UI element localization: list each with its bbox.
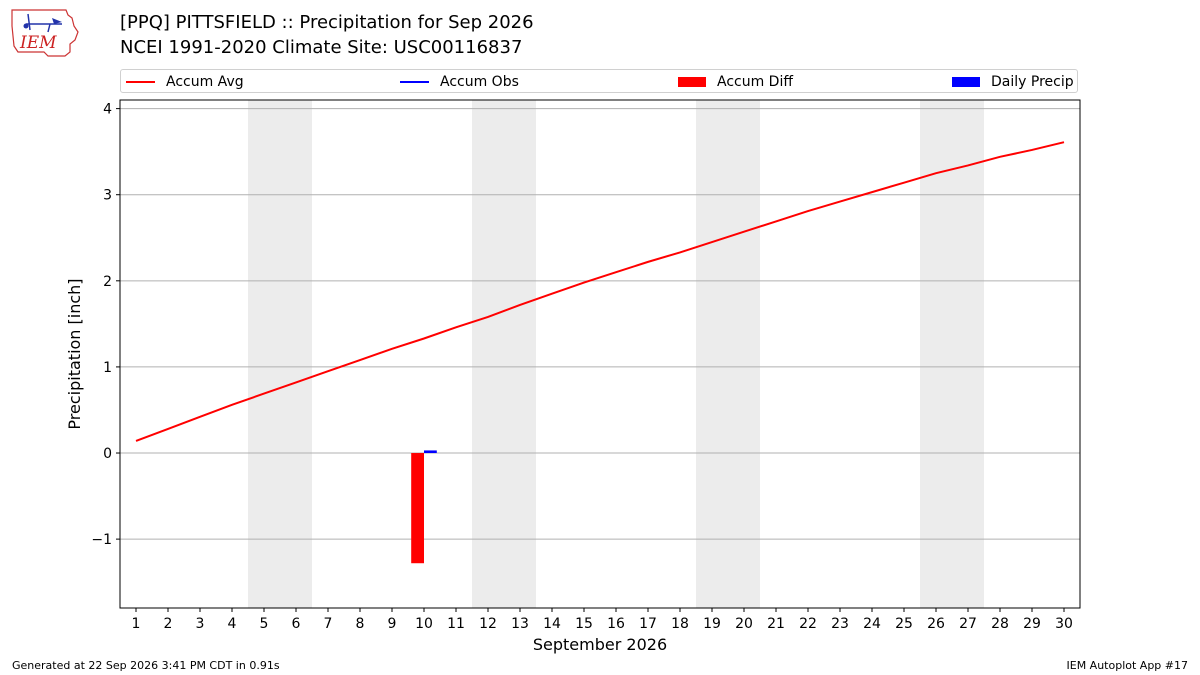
legend-item-daily-precip: Daily Precip — [952, 73, 1074, 91]
y-axis-label: Precipitation [inch] — [65, 278, 84, 429]
footer-app: IEM Autoplot App #17 — [1066, 659, 1189, 672]
legend-label-daily-precip: Daily Precip — [991, 74, 1074, 90]
footer-generated: Generated at 22 Sep 2026 3:41 PM CDT in … — [12, 659, 280, 672]
x-tick-label: 13 — [511, 616, 529, 632]
y-tick-label: 1 — [103, 360, 112, 376]
x-tick-label: 26 — [927, 616, 945, 632]
plot-frame — [119, 99, 1081, 609]
x-tick-label: 8 — [356, 616, 365, 632]
legend-item-accum-avg: Accum Avg — [126, 73, 244, 91]
x-tick-label: 12 — [479, 616, 497, 632]
x-tick-label: 11 — [447, 616, 465, 632]
x-tick-label: 7 — [324, 616, 333, 632]
x-tick-label: 5 — [260, 616, 269, 632]
x-tick-label: 20 — [735, 616, 753, 632]
x-tick-label: 9 — [388, 616, 397, 632]
x-tick-label: 4 — [228, 616, 237, 632]
daily-precip-bar — [424, 450, 437, 454]
legend-label-accum-avg: Accum Avg — [166, 74, 244, 90]
legend-swatch-accum-diff — [678, 77, 706, 87]
legend-swatch-accum-obs — [400, 81, 429, 83]
x-tick-label: 6 — [292, 616, 301, 632]
x-tick-label: 2 — [164, 616, 173, 632]
y-tick-label: 0 — [103, 446, 112, 462]
legend-swatch-accum-avg — [126, 81, 155, 83]
chart-subtitle: NCEI 1991-2020 Climate Site: USC00116837 — [120, 37, 523, 58]
x-tick-label: 15 — [575, 616, 593, 632]
x-tick-label: 22 — [799, 616, 817, 632]
weekend-band-3 — [696, 100, 760, 608]
weekend-band-4 — [920, 100, 984, 608]
x-tick-label: 19 — [703, 616, 721, 632]
legend-label-accum-obs: Accum Obs — [440, 74, 519, 90]
x-tick-label: 24 — [863, 616, 881, 632]
iem-logo: IEM — [11, 9, 79, 57]
accum-avg-line — [135, 141, 1065, 442]
accum-diff-bar — [411, 453, 424, 564]
legend-swatch-daily-precip — [952, 77, 980, 87]
y-tick-label: −1 — [91, 532, 112, 548]
y-tick-label: 4 — [103, 102, 112, 118]
x-tick-label: 23 — [831, 616, 849, 632]
x-tick-label: 27 — [959, 616, 977, 632]
x-axis-label: September 2026 — [533, 635, 667, 654]
x-tick-label: 29 — [1023, 616, 1041, 632]
chart-legend: Accum Avg Accum Obs Accum Diff Daily Pre… — [120, 69, 1078, 93]
weekend-band-1 — [248, 100, 312, 608]
weekend-band-2 — [472, 100, 536, 608]
x-tick-label: 30 — [1055, 616, 1073, 632]
legend-item-accum-diff: Accum Diff — [678, 73, 793, 91]
x-tick-label: 17 — [639, 616, 657, 632]
x-tick-label: 16 — [607, 616, 625, 632]
y-tick-label: 3 — [103, 188, 112, 204]
x-tick-label: 25 — [895, 616, 913, 632]
y-tick-label: 2 — [103, 274, 112, 290]
chart-title: [PPQ] PITTSFIELD :: Precipitation for Se… — [120, 12, 534, 33]
legend-label-accum-diff: Accum Diff — [717, 74, 794, 90]
x-tick-label: 18 — [671, 616, 689, 632]
x-tick-label: 1 — [132, 616, 141, 632]
legend-item-accum-obs: Accum Obs — [400, 73, 519, 91]
x-tick-label: 14 — [543, 616, 561, 632]
x-tick-label: 10 — [415, 616, 433, 632]
x-tick-label: 28 — [991, 616, 1009, 632]
x-tick-label: 3 — [196, 616, 205, 632]
x-tick-label: 21 — [767, 616, 785, 632]
svg-text:IEM: IEM — [19, 33, 57, 53]
